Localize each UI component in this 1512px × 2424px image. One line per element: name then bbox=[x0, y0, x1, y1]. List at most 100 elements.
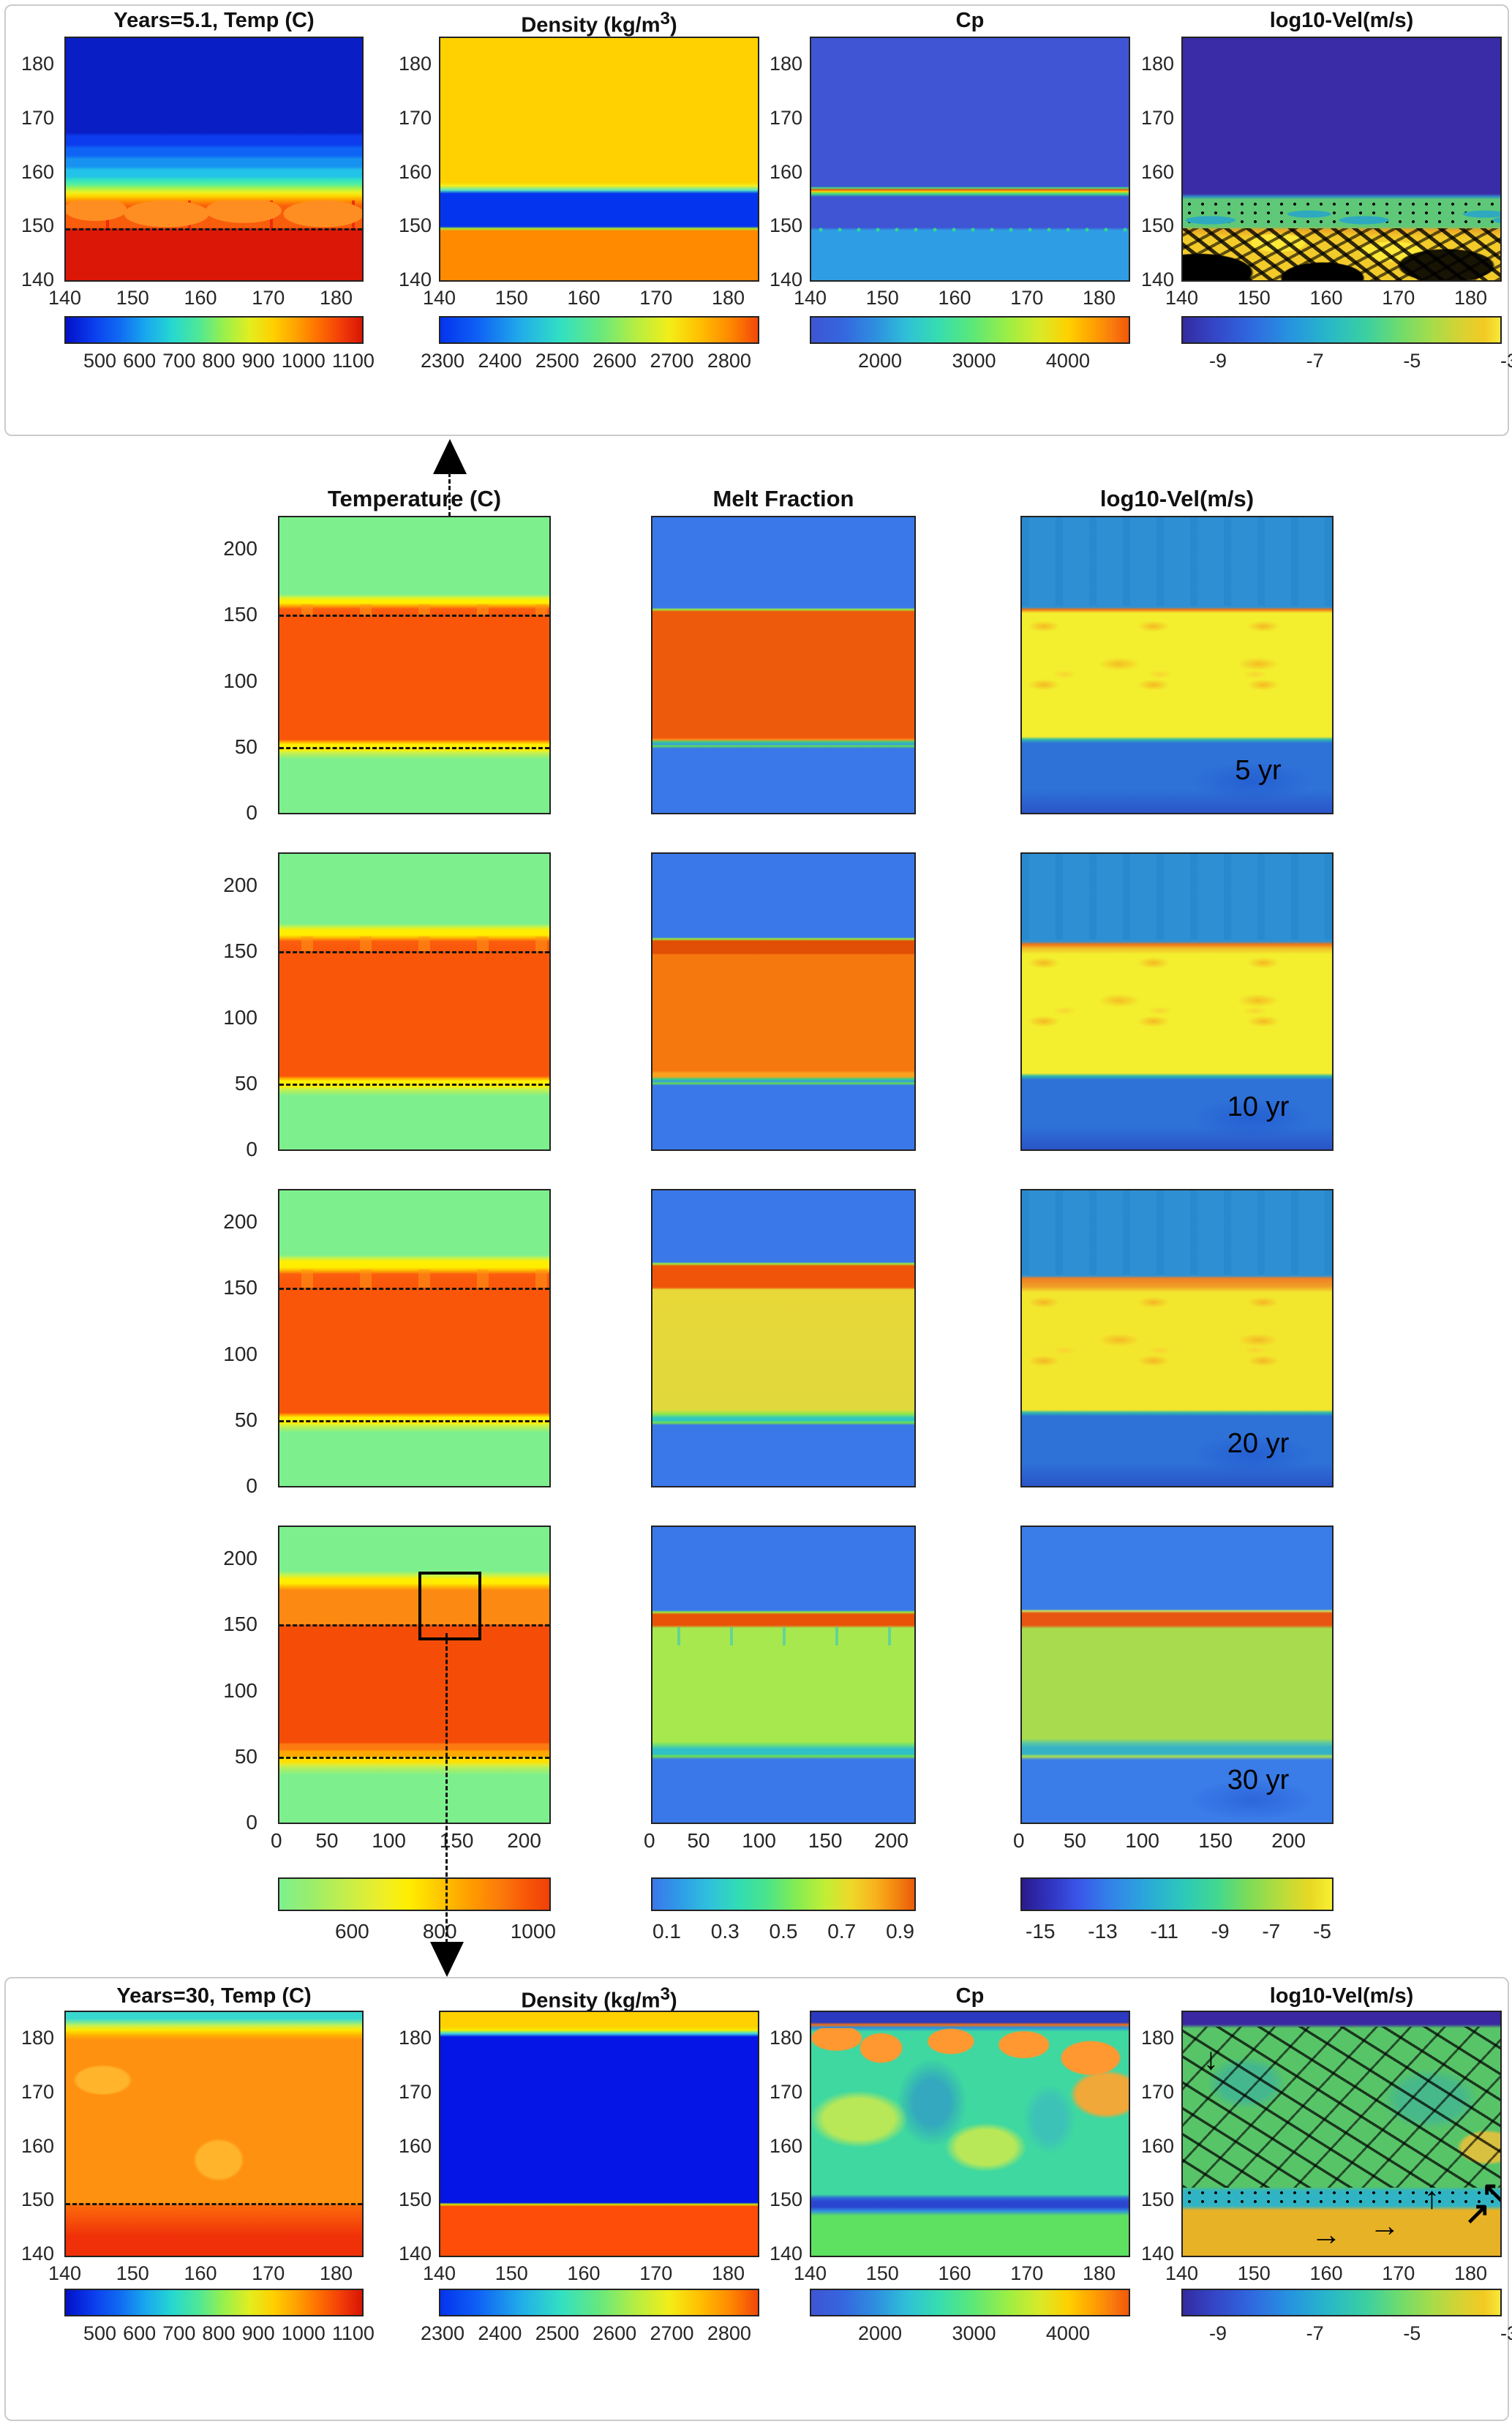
cyan-drip-texture bbox=[652, 1627, 914, 1646]
finger-texture bbox=[279, 937, 549, 952]
tick-label: 140 bbox=[794, 2262, 827, 2284]
tick-label: 2600 bbox=[593, 2322, 637, 2344]
tick-label: 180 bbox=[20, 53, 54, 75]
colorbar-temp bbox=[64, 2289, 364, 2316]
tick-label: -5 bbox=[1403, 350, 1421, 372]
y-axis-ticks: 180 170 160 150 140 bbox=[1129, 2027, 1174, 2265]
tick-label: 150 bbox=[808, 1829, 843, 1852]
tick-label: -7 bbox=[1306, 350, 1324, 372]
x-axis-ticks-temperature: 0 50 100 150 200 bbox=[271, 1829, 541, 1853]
tick-label: 150 bbox=[494, 287, 528, 309]
tick-label: 150 bbox=[865, 2262, 899, 2284]
x-axis-ticks: 140 150 160 170 180 bbox=[423, 2262, 745, 2285]
x-axis-ticks-velocity: 0 50 100 150 200 bbox=[1013, 1829, 1306, 1853]
y-axis-ticks-row3: 200 150 100 50 0 bbox=[205, 1210, 257, 1498]
tick-label: 160 bbox=[398, 2134, 432, 2157]
title-superscript: 3 bbox=[660, 9, 670, 29]
zoom-arrow-up-icon bbox=[433, 439, 467, 474]
tick-label: 170 bbox=[1382, 287, 1415, 309]
x-axis-ticks-melt: 0 50 100 150 200 bbox=[644, 1829, 909, 1853]
velocity-patches bbox=[1183, 203, 1500, 226]
tick-label: 150 bbox=[20, 2188, 54, 2211]
tick-label: 160 bbox=[1309, 287, 1343, 309]
quiver-arrow-texture bbox=[1183, 228, 1500, 280]
tick-label: 180 bbox=[398, 2027, 432, 2049]
y-axis-ticks: 180 170 160 150 140 bbox=[386, 2027, 432, 2265]
y-axis-ticks: 180 170 160 150 140 bbox=[1129, 53, 1174, 291]
tick-label: 2800 bbox=[707, 2322, 751, 2344]
heatmap-temp-zoom-5yr bbox=[64, 37, 364, 282]
heatmap-cp-zoom-30yr bbox=[810, 2011, 1130, 2257]
tick-label: 3000 bbox=[952, 2322, 996, 2344]
tick-label: -7 bbox=[1262, 1920, 1281, 1943]
tick-label: -3 bbox=[1500, 350, 1512, 372]
convective-blobs-texture bbox=[66, 200, 362, 228]
x-axis-ticks: 140 150 160 170 180 bbox=[1165, 287, 1487, 309]
tick-label: 2500 bbox=[535, 2322, 579, 2344]
tick-label: 900 bbox=[241, 350, 275, 372]
tick-label: 200 bbox=[223, 874, 257, 896]
colorbar-ticks: 2300 2400 2500 2600 2700 2800 bbox=[421, 350, 751, 372]
velocity-mottle bbox=[1022, 948, 1332, 1073]
tick-label: 2400 bbox=[478, 2322, 522, 2344]
heatmap-cp-zoom-5yr bbox=[810, 37, 1130, 282]
panel-title: log10-Vel(m/s) bbox=[1269, 9, 1414, 32]
tick-label: 180 bbox=[1082, 2262, 1116, 2284]
tick-label: 170 bbox=[1010, 287, 1044, 309]
speckle-texture bbox=[811, 226, 1129, 233]
tick-label: -9 bbox=[1209, 350, 1227, 372]
tick-label: 150 bbox=[20, 214, 54, 237]
panel-title: log10-Vel(m/s) bbox=[1269, 1984, 1414, 2008]
tick-label: 160 bbox=[398, 160, 432, 183]
tick-label: 140 bbox=[423, 287, 456, 309]
tick-label: 170 bbox=[1140, 106, 1174, 129]
tick-label: -7 bbox=[1306, 2322, 1324, 2344]
tick-label: 2000 bbox=[858, 350, 903, 372]
tick-label: 2800 bbox=[707, 350, 751, 372]
velocity-mottle bbox=[1022, 612, 1332, 736]
tick-label: 150 bbox=[1198, 1829, 1233, 1852]
tick-label: 170 bbox=[769, 106, 802, 129]
tick-label: 100 bbox=[742, 1829, 776, 1852]
zoom-connector-line bbox=[445, 1633, 448, 1943]
tick-label: 170 bbox=[639, 2262, 673, 2284]
tick-label: 50 bbox=[234, 1071, 257, 1095]
tick-label: 150 bbox=[223, 603, 257, 626]
y-axis-ticks-row2: 200 150 100 50 0 bbox=[205, 874, 257, 1161]
heatmap-temperature-30yr bbox=[278, 1526, 551, 1824]
colorbar-temperature-mid bbox=[278, 1877, 551, 1911]
tick-label: 2000 bbox=[858, 2322, 903, 2344]
title-text: ) bbox=[669, 13, 677, 37]
tick-label: 900 bbox=[241, 2322, 275, 2344]
tick-label: 700 bbox=[162, 350, 196, 372]
tick-label: -11 bbox=[1150, 1920, 1178, 1943]
tick-label: 100 bbox=[1125, 1829, 1159, 1852]
tick-label: 160 bbox=[567, 287, 601, 309]
velocity-streaks bbox=[1022, 517, 1332, 607]
tick-label: 140 bbox=[20, 269, 54, 290]
dashed-interface-line bbox=[66, 228, 362, 230]
panel-title: Density (kg/m3) bbox=[439, 9, 759, 38]
tick-label: 150 bbox=[116, 287, 149, 309]
tick-label: 140 bbox=[398, 2243, 432, 2264]
time-label-5yr: 5 yr bbox=[1235, 755, 1282, 786]
colorbar-ticks: 2300 2400 2500 2600 2700 2800 bbox=[421, 2322, 751, 2345]
tick-label: 180 bbox=[711, 287, 745, 309]
tick-label: 170 bbox=[1010, 2262, 1044, 2284]
quiver-dot-grid bbox=[1183, 200, 1500, 227]
tick-label: 1100 bbox=[331, 2322, 375, 2344]
tick-label: 0 bbox=[246, 1811, 257, 1834]
tick-label: 170 bbox=[20, 2080, 54, 2103]
heatmap-temperature-10yr bbox=[278, 852, 551, 1151]
column-title-velocity: log10-Vel(m/s) bbox=[1099, 486, 1255, 511]
tick-label: 150 bbox=[769, 214, 802, 237]
quiver-arrow-icon: → bbox=[1311, 2217, 1342, 2251]
tick-label: -15 bbox=[1026, 1920, 1056, 1943]
dashed-line-50 bbox=[279, 1083, 549, 1086]
tick-label: 50 bbox=[1063, 1829, 1086, 1852]
tick-label: 180 bbox=[1140, 53, 1174, 75]
tick-label: -3 bbox=[1500, 2322, 1512, 2344]
colorbar-ticks: 2000 3000 4000 bbox=[858, 2322, 1090, 2345]
tick-label: 160 bbox=[1140, 160, 1174, 183]
quiver-arrow-icon: → bbox=[1369, 2208, 1400, 2243]
